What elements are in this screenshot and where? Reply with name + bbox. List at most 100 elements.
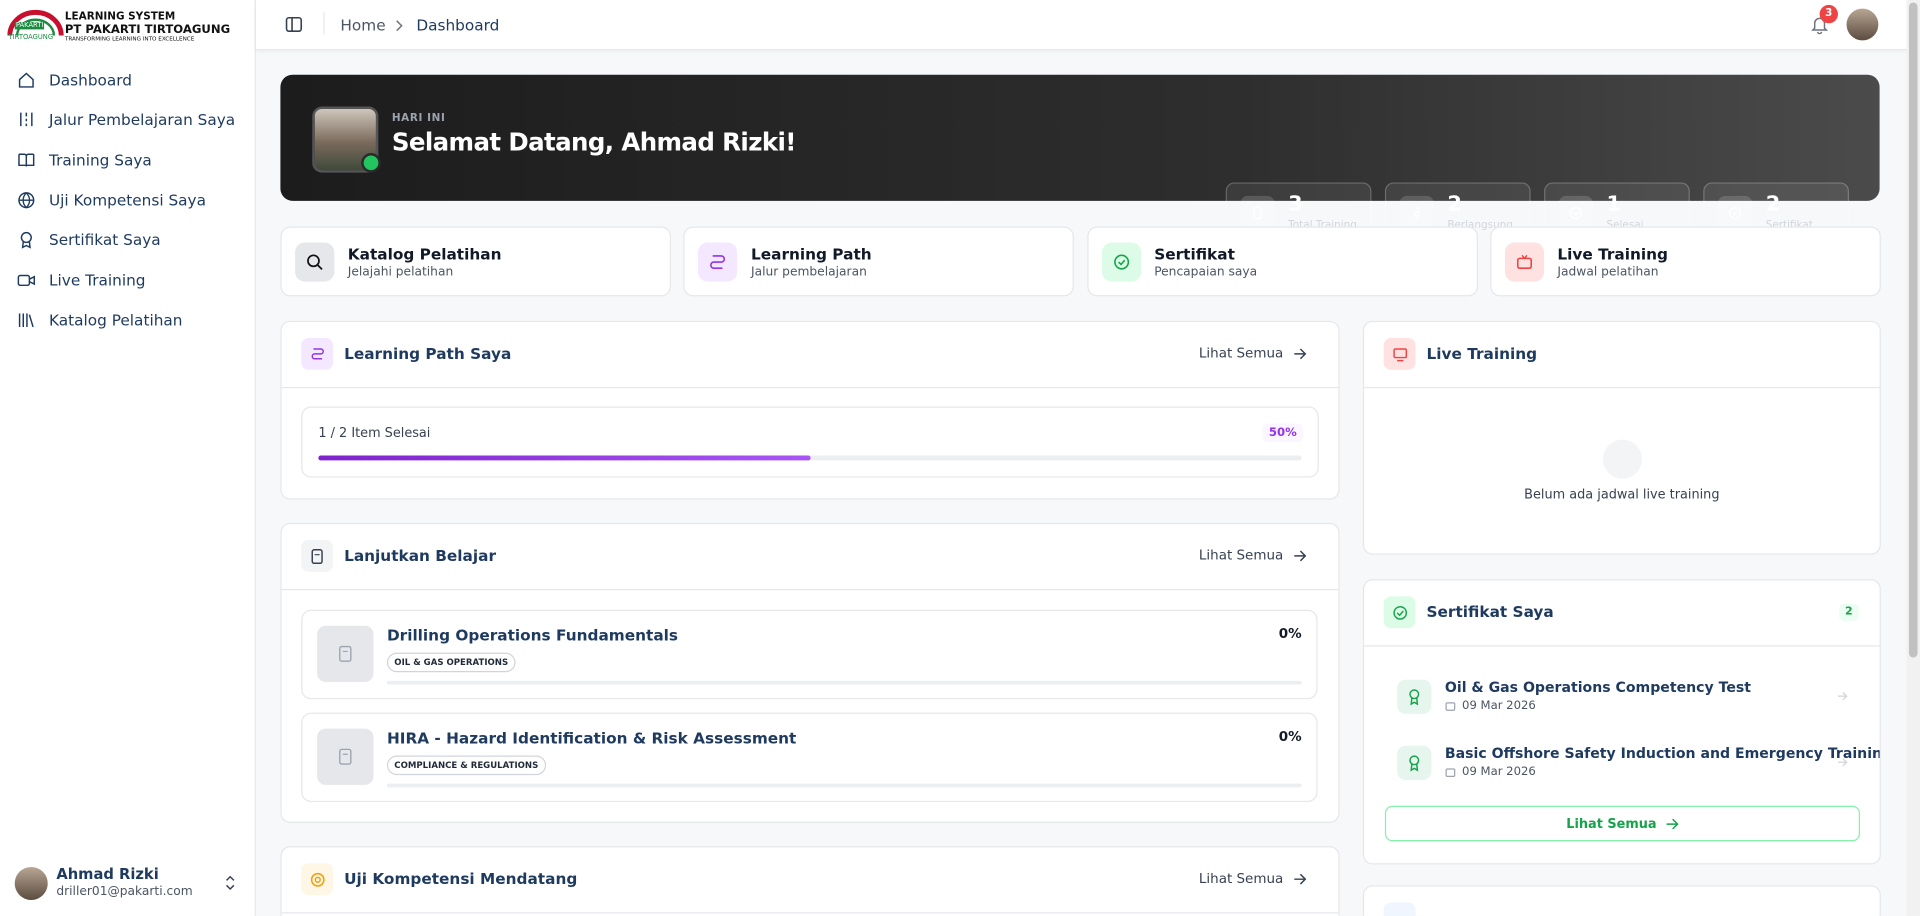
nav-label[interactable]: Dashboard [48,70,133,89]
nav-item[interactable]: Katalog Pelatihan [15,303,240,337]
link-text[interactable]: Lihat Semua [1198,345,1284,362]
icon [1409,755,1420,772]
quick-link-card[interactable]: Learning Path Jalur pembelajaran [683,226,1075,297]
view-all-link[interactable]: Lihat Semua [1199,547,1307,563]
nav-label[interactable]: Katalog Pelatihan [48,310,183,330]
icon [1409,689,1420,706]
quick-icon [698,242,738,282]
quick-link-card[interactable]: Sertifikat Pencapaian saya [1086,226,1478,297]
brand-name: PT PAKARTI TIRTOAGUNG [64,23,231,37]
logo-text: PAKARTI [14,22,45,30]
link-text[interactable]: Lihat Semua [1198,870,1284,887]
course-item[interactable]: HIRA - Hazard Identification & Risk Asse… [301,712,1318,803]
course-title[interactable]: HIRA - Hazard Identification & Risk Asse… [386,728,797,747]
profile-avatar[interactable] [1846,8,1879,41]
link-text[interactable]: Lihat Semua [1198,547,1284,564]
nav-icon [18,153,35,167]
certificate-title[interactable]: Oil & Gas Operations Competency Test [1444,678,1752,696]
quick-title[interactable]: Katalog Pelatihan [347,244,502,264]
chevron-icon [1837,758,1848,767]
nav-item[interactable]: Sertifikat Saya [15,223,240,257]
user-menu[interactable] [224,875,236,891]
breadcrumb-separator [396,20,403,32]
view-all-link[interactable]: Lihat Semua [1199,345,1307,361]
view-all-button[interactable]: Lihat Semua [1384,805,1861,842]
breadcrumb-link[interactable]: Home [340,15,386,35]
certificates-card: Sertifikat Saya 2 Oil & Gas Operations C… [1362,579,1881,865]
icon [1569,206,1583,220]
icon [1728,206,1742,220]
calendar-icon [1445,768,1456,777]
stat-value: 2 [1447,192,1462,217]
card-header: Live Training [1364,322,1880,389]
quick-title[interactable]: Learning Path [750,244,872,264]
nav-label[interactable]: Live Training [48,270,146,289]
icon [1392,347,1407,361]
nav-item[interactable]: Training Saya [15,143,240,177]
certificate-title[interactable]: Basic Offshore Safety Induction and Emer… [1444,744,1881,762]
logo-text: TIRTOAGUNG [8,34,54,42]
view-all-link[interactable]: Lihat Semua [1199,871,1307,887]
certificate-item[interactable]: Oil & Gas Operations Competency Test 09 M… [1396,678,1861,734]
logo-mark [7,9,64,36]
quick-title[interactable]: Sertifikat [1154,244,1235,264]
empty-icon [1602,439,1643,479]
progress-summary: 1 / 2 Item Selesai [318,426,431,441]
nav-label[interactable]: Jalur Pembelajaran Saya [48,110,236,129]
quick-link-card[interactable]: Live Training Jadwal pelatihan [1490,226,1881,297]
scroll-thumb[interactable] [1908,2,1918,658]
quick-subtitle: Jelajahi pelatihan [347,265,454,280]
icon [311,548,323,564]
stat-value: 3 [1288,192,1303,217]
topbar: Home Dashboard 3 [255,0,1907,51]
date-text: 09 Mar 2026 [1462,765,1536,779]
quick-subtitle: Jadwal pelatihan [1557,265,1659,280]
certificate-icon [1397,679,1432,714]
certificate-date: 09 Mar 2026 [1445,765,1536,779]
stat-value: 2 [1765,192,1781,217]
nav-icon [18,191,35,209]
card-header: Sertifikat Saya 2 [1364,580,1880,647]
course-title[interactable]: Drilling Operations Fundamentals [386,625,679,645]
course-progress-track [386,680,1302,685]
nav-item[interactable]: Uji Kompetensi Saya [15,183,240,217]
button-text[interactable]: Lihat Semua [1566,816,1657,831]
arrow-icon [1294,549,1307,561]
course-category: OIL & GAS OPERATIONS [386,652,516,673]
divider [323,12,325,35]
nav-icon [18,313,34,327]
user-email: driller01@pakarti.com [56,885,193,899]
nav-label[interactable]: Sertifikat Saya [48,230,161,249]
progress-box: 1 / 2 Item Selesai 50% [301,406,1319,478]
header-icon [301,540,334,572]
certificate-item[interactable]: Basic Offshore Safety Induction and Emer… [1396,744,1880,800]
nav-item[interactable]: Live Training [15,263,240,297]
stat-icon [1240,195,1275,231]
certificate-icon [1397,745,1432,781]
learning-path-card: Learning Path Saya Lihat Semua 1 / 2 Ite… [280,320,1340,500]
progress-label: 50% [1262,423,1303,443]
stat-icon [1717,195,1753,231]
certificate-date: 09 Mar 2026 [1445,699,1536,713]
nav-item[interactable]: Jalur Pembelajaran Saya [15,102,240,136]
course-progress-label: 0% [1278,728,1302,745]
stat-icon [1558,195,1594,231]
card-title: Sertifikat Saya [1426,602,1554,621]
nav-label[interactable]: Training Saya [48,150,152,169]
course-category: COMPLIANCE & REGULATIONS [386,755,546,776]
count-badge: 2 [1838,603,1859,621]
nav-item[interactable]: Dashboard [15,62,240,96]
continue-card: Lanjutkan Belajar Lihat Semua Drilling O… [280,522,1340,823]
quick-link-card[interactable]: Katalog Pelatihan Jelajahi pelatihan [280,226,672,297]
nav-label[interactable]: Uji Kompetensi Saya [48,190,206,209]
chevron-icon [1837,691,1848,701]
icon [1413,206,1421,220]
card-header: Learning Path Saya Lihat Semua [281,322,1339,389]
quick-icon [1101,242,1141,282]
course-item[interactable]: Drilling Operations Fundamentals OIL & GA… [301,609,1318,700]
quick-title[interactable]: Live Training [1557,244,1668,264]
sidebar-toggle[interactable] [285,16,303,33]
logo: PAKARTI TIRTOAGUNG [7,9,66,46]
